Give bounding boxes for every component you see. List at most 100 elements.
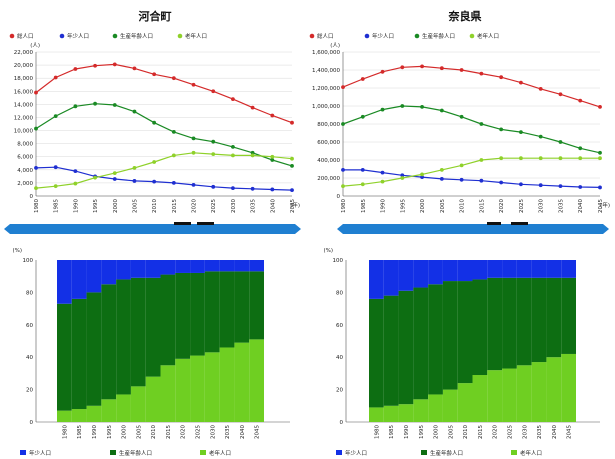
data-point-elderly (519, 156, 523, 161)
data-point-total (400, 65, 405, 70)
y-tick-label: 20 (336, 388, 343, 394)
bar-segment-young (234, 260, 250, 272)
chart-title: 奈良県 (448, 9, 482, 23)
data-point-young (380, 170, 385, 175)
bar-segment-elderly (442, 389, 458, 422)
y-tick-label: 8,000 (17, 142, 33, 148)
data-point-working (380, 107, 385, 112)
bar-segment-elderly (398, 404, 414, 422)
bar-segment-young (86, 260, 102, 293)
data-point-elderly (191, 150, 196, 155)
bar-segment-young (160, 260, 176, 275)
data-point-working (360, 114, 365, 119)
bar-segment-working (369, 298, 384, 408)
data-point-working (270, 158, 275, 162)
data-point-working (250, 150, 255, 155)
y-tick-label: 80 (336, 290, 343, 296)
bar-segment-working (457, 281, 473, 384)
bar-segment-elderly (369, 407, 384, 422)
data-point-elderly (380, 179, 385, 184)
bar-segment-young (472, 260, 488, 280)
x-tick-label: 1995 (419, 425, 425, 439)
bar-segment-working (442, 281, 458, 390)
data-point-total (152, 72, 157, 77)
bar-segment-working (502, 277, 517, 369)
data-point-young (270, 187, 275, 192)
timeline-arrow (337, 224, 609, 234)
x-tick-label: 2020 (181, 425, 187, 439)
y-tick-label: 600,000 (317, 140, 340, 146)
data-point-young (341, 168, 345, 172)
data-point-working (459, 114, 464, 119)
bar-segment-working (383, 295, 399, 406)
bar-segment-young (561, 260, 576, 278)
legend-label-working: 生産年齢人口 (422, 32, 455, 40)
x-tick-label: 1985 (389, 425, 395, 439)
legend-swatch-working (421, 450, 427, 455)
data-point-elderly (360, 182, 365, 187)
timeline-band-right (337, 222, 609, 234)
y-tick-label: 100 (333, 258, 344, 264)
chart-title: 河合町 (139, 9, 172, 23)
bar-segment-working (204, 271, 220, 353)
legend-swatch-young (59, 33, 65, 39)
data-point-total (360, 77, 365, 81)
bar-segment-working (145, 277, 161, 377)
data-point-young (519, 182, 523, 187)
x-tick-label: 2015 (478, 425, 484, 439)
y-tick-label: 40 (336, 355, 343, 361)
x-unit-label: (年) (290, 201, 300, 209)
data-point-young (598, 185, 602, 190)
x-tick-label: 1980 (34, 199, 40, 213)
y-unit-label: (人) (30, 42, 40, 49)
data-point-working (538, 134, 543, 139)
data-point-elderly (152, 160, 157, 164)
bar-segment-elderly (457, 383, 473, 422)
data-point-young (112, 177, 117, 181)
data-point-elderly (250, 153, 255, 158)
bar-segment-elderly (561, 353, 576, 422)
bar-segment-elderly (101, 399, 117, 422)
data-point-elderly (479, 158, 484, 162)
legend-swatch-elderly (177, 33, 183, 39)
line-legend: 総人口 年少人口 生産年齢人口 老年人口 (9, 32, 207, 40)
legend-swatch-working (112, 33, 118, 39)
legend-swatch-working (110, 450, 116, 455)
bar-segment-young (204, 260, 220, 272)
data-point-working (598, 150, 602, 155)
bar-segment-elderly (116, 394, 131, 422)
bar-segment-working (101, 284, 117, 400)
x-tick-label: 1990 (92, 425, 98, 439)
bar-legend: 年少人口 生産年齢人口 老年人口 (336, 449, 542, 457)
data-point-elderly (459, 163, 464, 168)
bar-segment-elderly (234, 342, 250, 422)
bar-segment-working (71, 298, 87, 410)
x-tick-label: 2045 (567, 425, 573, 439)
bar-segment-young (428, 260, 443, 285)
data-point-elderly (578, 156, 583, 161)
plot-area: 0 2,000 4,000 6,000 8,000 10,000 12,000 14,000 1… (14, 50, 296, 213)
y-tick-label: 400,000 (317, 158, 340, 164)
y-tick-label: 1,600,000 (312, 50, 340, 56)
data-point-total (479, 71, 484, 76)
bar-segment-elderly (472, 375, 488, 422)
legend-swatch-elderly (200, 450, 206, 455)
series-line-young (35, 166, 293, 191)
data-point-young (499, 180, 504, 185)
x-tick-label: 2030 (210, 425, 216, 439)
data-point-young (53, 165, 58, 170)
y-tick-label: 1,200,000 (312, 86, 340, 92)
x-tick-label: 2015 (479, 199, 485, 213)
data-point-elderly (93, 175, 97, 180)
data-point-elderly (132, 165, 137, 170)
bar-segment-working (531, 277, 547, 363)
bar-segment-elderly (219, 347, 235, 422)
x-tick-label: 2040 (240, 425, 246, 439)
bar-segment-elderly (160, 365, 176, 422)
y-unit-label: (%) (12, 248, 22, 254)
y-tick-label: 18,000 (14, 76, 34, 82)
bar-segment-young (516, 260, 532, 278)
x-tick-label: 1980 (62, 425, 68, 439)
bar-segment-young (145, 260, 161, 278)
